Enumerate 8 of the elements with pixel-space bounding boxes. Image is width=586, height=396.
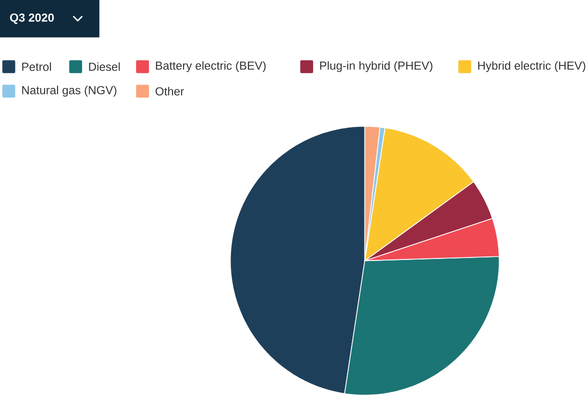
legend-label: Battery electric (BEV) xyxy=(156,61,266,72)
legend-label: Other xyxy=(156,87,184,96)
legend-label: Natural gas (NGV) xyxy=(22,86,116,97)
legend-label: Plug-in hybrid (PHEV) xyxy=(320,61,432,72)
legend-label: Diesel xyxy=(89,62,120,72)
legend-label: Hybrid electric (HEV) xyxy=(478,61,586,72)
chart-title: Q3 2020 xyxy=(10,14,54,24)
legend-label: Petrol xyxy=(22,62,51,72)
